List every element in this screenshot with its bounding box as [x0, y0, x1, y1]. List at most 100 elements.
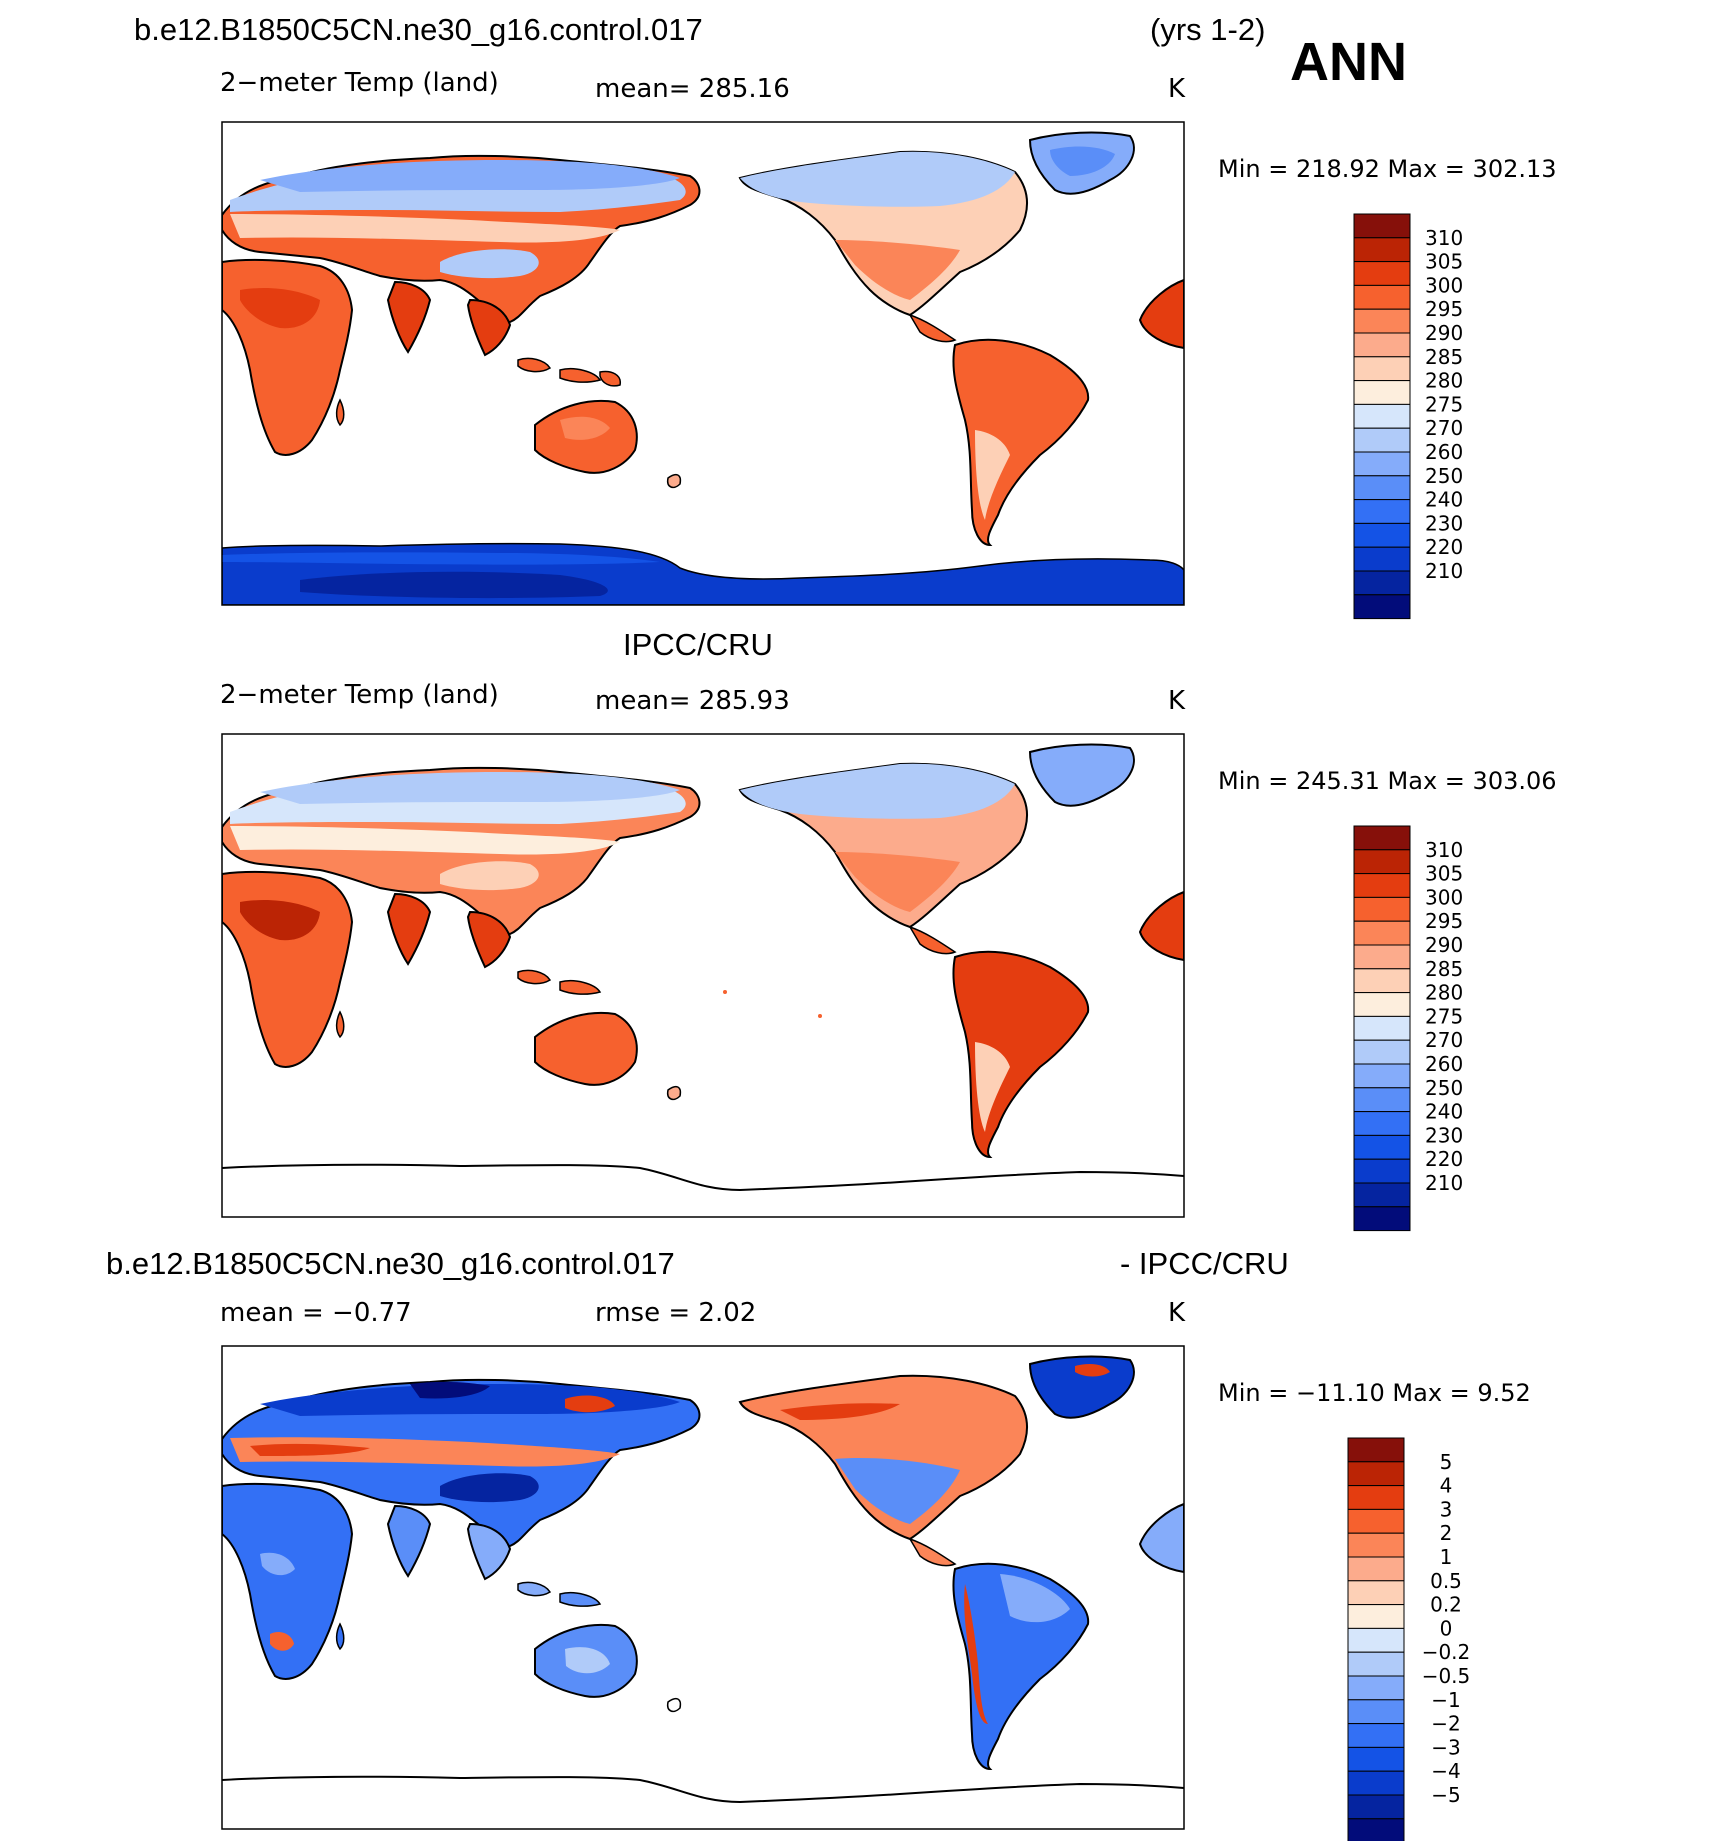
colorbar-segment — [1353, 1087, 1411, 1113]
colorbar-tick-label: 280 — [1425, 369, 1463, 393]
colorbar-segment — [1353, 944, 1411, 970]
colorbar-segment — [1353, 873, 1411, 898]
colorbar-tick-label: 260 — [1425, 440, 1463, 464]
colorbar-segment — [1353, 332, 1411, 358]
colorbar-tick-label: 285 — [1425, 345, 1463, 369]
panel-diff-mean: mean = −0.77 — [220, 1298, 412, 1328]
colorbar-tick-label: 0.5 — [1430, 1569, 1462, 1593]
colorbar-tick-label: 275 — [1425, 392, 1463, 416]
case-title: b.e12.B1850C5CN.ne30_g16.control.017 — [134, 12, 703, 47]
colorbar-segment — [1353, 1063, 1411, 1089]
colorbar-segment — [1353, 992, 1411, 1017]
colorbar-segment — [1347, 1746, 1405, 1772]
colorbar-segment — [1353, 920, 1411, 946]
colorbar-tick-label: 230 — [1425, 1123, 1463, 1147]
colorbar-segment — [1347, 1461, 1405, 1487]
colorbar-tick-label: 2 — [1440, 1521, 1453, 1545]
panel-obs-units: K — [1168, 686, 1186, 716]
colorbar-segment — [1347, 1699, 1405, 1725]
colorbar-tick-label: 210 — [1425, 559, 1463, 583]
colorbar-tick-label: 275 — [1425, 1004, 1463, 1028]
colorbar-segment — [1347, 1675, 1405, 1701]
colorbar-tick-label: 240 — [1425, 1100, 1463, 1124]
panel-diff-rmse: rmse = 2.02 — [595, 1298, 756, 1328]
colorbar-segment — [1353, 1111, 1411, 1136]
colorbar-tick-label: 290 — [1425, 321, 1463, 345]
panel-model-map — [222, 122, 1184, 605]
colorbar-segment — [1353, 1134, 1411, 1160]
colorbar-tick-label: 300 — [1425, 273, 1463, 297]
colorbar-tick-label: −1 — [1431, 1688, 1460, 1712]
colorbar-segment — [1353, 896, 1411, 922]
colorbar-segment — [1347, 1604, 1405, 1629]
colorbar-segment — [1347, 1580, 1405, 1606]
panel-model-colorbar: 3103053002952902852802752702602502402302… — [1353, 213, 1463, 620]
panel-diff-title-right: - IPCC/CRU — [1120, 1246, 1289, 1281]
colorbar-segment — [1353, 1182, 1411, 1208]
colorbar-segment — [1353, 1039, 1411, 1065]
panel-obs-minmax: Min = 245.31 Max = 303.06 — [1218, 767, 1557, 795]
panel-diff-map — [222, 1346, 1184, 1829]
panel-diff-title-left: b.e12.B1850C5CN.ne30_g16.control.017 — [106, 1246, 675, 1281]
colorbar-segment — [1353, 213, 1411, 239]
colorbar-segment — [1347, 1627, 1405, 1653]
colorbar-segment — [1353, 594, 1411, 620]
colorbar-segment — [1353, 261, 1411, 286]
colorbar-tick-label: 5 — [1440, 1450, 1453, 1474]
colorbar-segment — [1347, 1556, 1405, 1582]
colorbar-tick-label: −0.2 — [1422, 1640, 1471, 1664]
colorbar-segment — [1353, 1206, 1411, 1232]
colorbar-segment — [1353, 451, 1411, 477]
panel-diff-frame — [221, 1345, 1185, 1830]
colorbar-tick-label: 270 — [1425, 1028, 1463, 1052]
colorbar-tick-label: 310 — [1425, 226, 1463, 250]
colorbar-tick-label: 4 — [1440, 1474, 1453, 1498]
colorbar-tick-label: 305 — [1425, 862, 1463, 886]
season-label: ANN — [1290, 32, 1407, 92]
colorbar-tick-label: 0 — [1440, 1616, 1453, 1640]
panel-obs-mean: mean= 285.93 — [595, 686, 790, 716]
colorbar-segment — [1353, 849, 1411, 875]
colorbar-tick-label: 210 — [1425, 1171, 1463, 1195]
colorbar-tick-label: 260 — [1425, 1052, 1463, 1076]
colorbar-tick-label: −3 — [1431, 1735, 1460, 1759]
panel-obs-colorbar: 3103053002952902852802752702602502402302… — [1353, 825, 1463, 1232]
colorbar-tick-label: 0.2 — [1430, 1593, 1462, 1617]
colorbar-segment — [1353, 499, 1411, 524]
colorbar-tick-label: 1 — [1440, 1545, 1453, 1569]
colorbar-tick-label: 310 — [1425, 838, 1463, 862]
colorbar-segment — [1347, 1437, 1405, 1463]
colorbar-segment — [1347, 1485, 1405, 1510]
colorbar-segment — [1347, 1770, 1405, 1796]
colorbar-segment — [1347, 1508, 1405, 1534]
panel-diff-units: K — [1168, 1298, 1186, 1328]
colorbar-segment — [1353, 825, 1411, 851]
colorbar-tick-label: −5 — [1431, 1783, 1460, 1807]
colorbar-tick-label: 230 — [1425, 511, 1463, 535]
colorbar-tick-label: 250 — [1425, 464, 1463, 488]
colorbar-segment — [1353, 284, 1411, 310]
colorbar-segment — [1353, 380, 1411, 405]
colorbar-segment — [1353, 403, 1411, 429]
continent-india — [386, 280, 432, 354]
colorbar-segment — [1347, 1532, 1405, 1558]
colorbar-segment — [1353, 1158, 1411, 1184]
colorbar-segment — [1353, 546, 1411, 572]
panel-model: 2−meter Temp (land) mean= 285.16 K — [220, 68, 1557, 620]
panel-model-mean: mean= 285.16 — [595, 74, 790, 104]
colorbar-segment — [1353, 522, 1411, 548]
colorbar-segment — [1353, 968, 1411, 994]
colorbar-tick-label: 280 — [1425, 981, 1463, 1005]
colorbar-segment — [1347, 1723, 1405, 1748]
colorbar-tick-label: 295 — [1425, 297, 1463, 321]
panel-obs: IPCC/CRU 2−meter Temp (land) mean= 285.9… — [220, 627, 1557, 1232]
panel-obs-title: IPCC/CRU — [623, 627, 773, 662]
panel-diff-minmax: Min = −11.10 Max = 9.52 — [1218, 1379, 1531, 1407]
colorbar-segment — [1353, 475, 1411, 501]
colorbar-segment — [1347, 1794, 1405, 1820]
panel-obs-map — [222, 734, 1184, 1217]
panel-obs-variable: 2−meter Temp (land) — [220, 680, 499, 710]
colorbar-segment — [1353, 237, 1411, 263]
